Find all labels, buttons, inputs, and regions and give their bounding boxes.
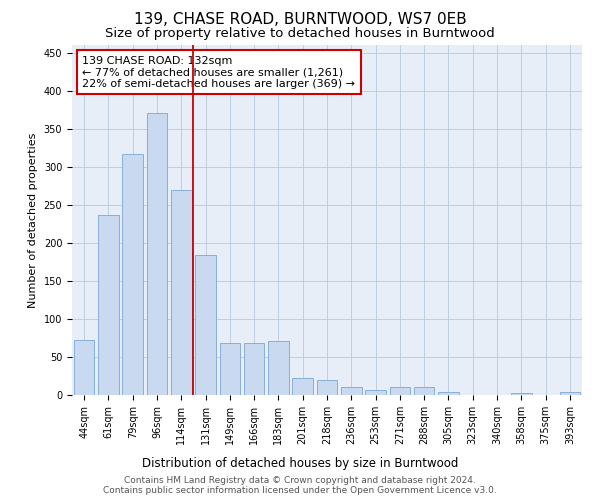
- Bar: [98, 214, 119, 395]
- Bar: [195, 255, 216, 395]
- Bar: [146, 114, 167, 395]
- Bar: [341, 388, 362, 395]
- Bar: [292, 378, 313, 395]
- Bar: [389, 388, 410, 395]
- Bar: [414, 388, 434, 395]
- Text: Distribution of detached houses by size in Burntwood: Distribution of detached houses by size …: [142, 458, 458, 470]
- Bar: [438, 392, 459, 395]
- Bar: [220, 344, 240, 395]
- Text: Contains HM Land Registry data © Crown copyright and database right 2024.
Contai: Contains HM Land Registry data © Crown c…: [103, 476, 497, 495]
- Bar: [365, 390, 386, 395]
- Bar: [268, 341, 289, 395]
- Bar: [511, 392, 532, 395]
- Text: 139, CHASE ROAD, BURNTWOOD, WS7 0EB: 139, CHASE ROAD, BURNTWOOD, WS7 0EB: [134, 12, 466, 28]
- Y-axis label: Number of detached properties: Number of detached properties: [28, 132, 38, 308]
- Bar: [560, 392, 580, 395]
- Bar: [122, 154, 143, 395]
- Text: 139 CHASE ROAD: 132sqm
← 77% of detached houses are smaller (1,261)
22% of semi-: 139 CHASE ROAD: 132sqm ← 77% of detached…: [82, 56, 355, 88]
- Bar: [171, 190, 191, 395]
- Bar: [74, 340, 94, 395]
- Text: Size of property relative to detached houses in Burntwood: Size of property relative to detached ho…: [105, 28, 495, 40]
- Bar: [317, 380, 337, 395]
- Bar: [244, 344, 265, 395]
